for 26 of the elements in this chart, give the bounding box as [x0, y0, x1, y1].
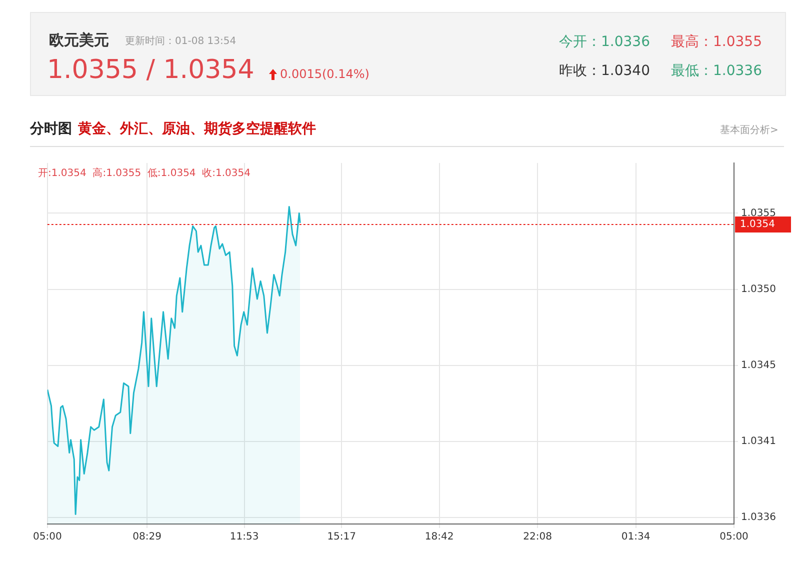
chart-title: 欧元美元	[49, 31, 109, 50]
y-tick-label: 1.0355	[741, 208, 776, 219]
text: 基本面分析>	[720, 124, 778, 137]
text: 最高：1.0355	[671, 33, 762, 51]
text: 最低：1.0336	[671, 62, 762, 80]
x-tick-label: 11:53	[230, 532, 259, 543]
text: 1.0355 / 1.0354	[47, 55, 254, 85]
text: 分时图	[30, 121, 72, 137]
text: 今开：1.0336	[559, 33, 650, 51]
text: 更新时间：01-08 13:54	[125, 34, 236, 48]
x-tick-label: 18:42	[424, 532, 454, 543]
x-tick-label: 05:00	[32, 532, 62, 543]
annotation: 开:1.0354 高:1.0355 低:1.0354 收:1.0354	[38, 166, 251, 180]
y-tick-label: 1.0336	[741, 512, 776, 524]
y-tick-label: 1.0350	[741, 284, 776, 295]
x-tick-label: 22:08	[523, 532, 552, 543]
text: 0.0015(0.14%)	[280, 67, 370, 81]
x-tick-label: 05:00	[720, 532, 748, 543]
text: 黄金、外汇、原油、期货多空提醒软件	[78, 121, 316, 137]
text: 昨收：1.0340	[559, 62, 650, 80]
y-tick-label: 1.0341	[741, 436, 776, 448]
x-tick-label: 01:34	[621, 532, 650, 543]
y-tick-label: 1.0345	[741, 360, 776, 371]
x-tick-label: 15:17	[327, 532, 356, 543]
ref-line-label: 1.0354	[740, 219, 775, 230]
x-tick-label: 08:29	[132, 532, 162, 543]
